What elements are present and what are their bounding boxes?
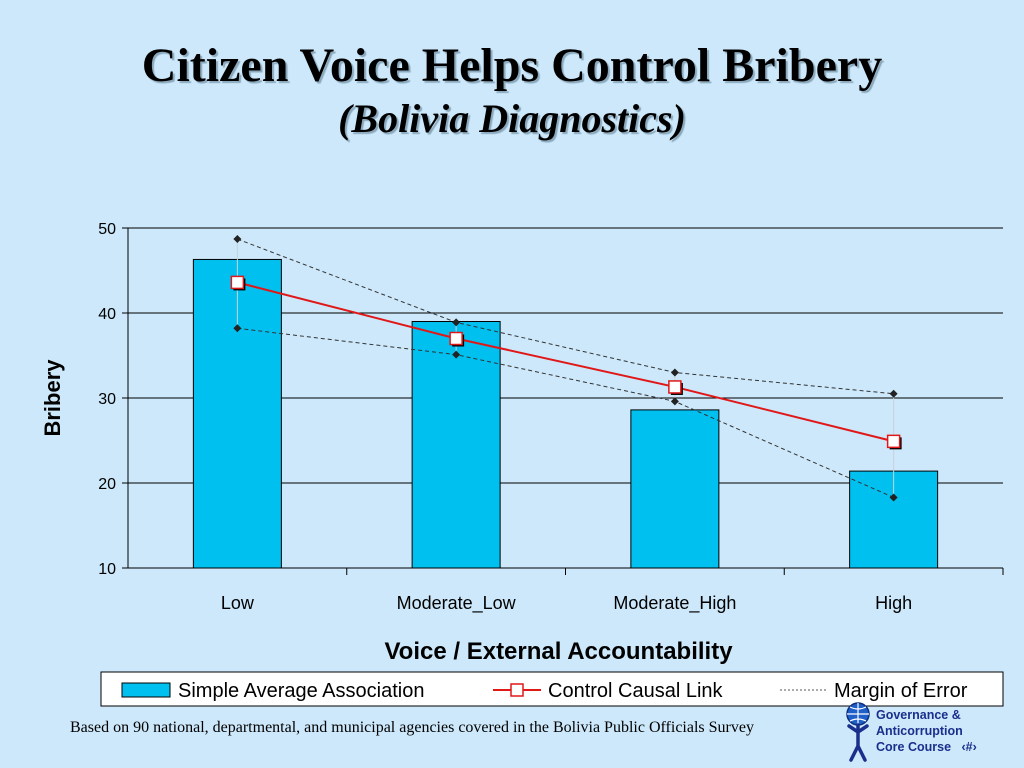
bar-moderate-low [411, 321, 501, 569]
title-main: Citizen Voice Helps Control Bribery [141, 39, 883, 92]
control-causal-line [230, 275, 902, 450]
x-tick-label: Moderate_Low [397, 593, 517, 614]
y-axis-title: Bribery [40, 359, 65, 437]
margin-of-error-lines [233, 235, 898, 502]
bar-low [192, 258, 282, 569]
causal-line [237, 281, 894, 443]
logo [846, 702, 870, 762]
title-subtitle: (Bolivia Diagnostics) [338, 96, 686, 141]
bribery-chart: 10 20 30 40 50 Low Moderate_Low Moderate_High Hi… [40, 221, 1004, 707]
x-axis-title: Voice / External Accountability [384, 638, 733, 665]
x-tick-label: High [875, 593, 912, 613]
legend-box [100, 671, 1004, 707]
causal-point [230, 275, 245, 290]
margin-of-error-lower [237, 327, 894, 498]
x-tick-label: Moderate_High [613, 593, 736, 614]
legend-swatch-marker [510, 683, 524, 697]
error-point-lower [670, 397, 679, 406]
error-point-lower [233, 324, 242, 333]
logo-course: Core Course [876, 740, 952, 754]
error-point-upper [889, 389, 898, 398]
footnote: Based on 90 national, departmental, and … [70, 719, 754, 736]
error-point-lower [889, 493, 898, 502]
chart-legend: Simple Average Association Control Causal… [100, 671, 1004, 707]
causal-point [449, 331, 463, 346]
error-point-lower [452, 350, 461, 359]
x-tick-label: Low [221, 593, 255, 613]
y-tick-label: 20 [98, 476, 116, 493]
error-point-upper [233, 235, 242, 244]
error-point-upper [452, 318, 461, 327]
legend-label: Simple Average Association [178, 680, 424, 702]
legend-label: Control Causal Link [548, 680, 724, 702]
chart-labels: 10 20 30 40 50 Low Moderate_Low Moderate_High Hi… [40, 221, 912, 665]
y-tick-label: 50 [98, 221, 116, 238]
y-tick-label: 30 [98, 391, 116, 408]
bar-moderate-high [630, 409, 720, 569]
slide-title: Citizen Voice Helps Control Bribery (Bol… [0, 38, 1024, 144]
legend-swatch-bar [121, 682, 171, 698]
logo-line2: Anticorruption [876, 724, 963, 738]
page-number: ‹#› [961, 740, 977, 754]
logo-text: Governance & Anticorruption Core Course … [876, 707, 977, 755]
logo-line3: Core Course ‹#› [876, 739, 977, 755]
legend-label: Margin of Error [834, 680, 968, 702]
chart-bars [192, 258, 939, 569]
causal-point [668, 380, 682, 394]
margin-of-error-upper [237, 238, 894, 395]
y-tick-label: 10 [98, 561, 116, 578]
globe-person-icon [846, 702, 870, 762]
logo-line1: Governance & [876, 708, 961, 722]
y-tick-label: 40 [98, 306, 116, 323]
error-point-upper [670, 368, 679, 377]
causal-point [886, 434, 901, 449]
